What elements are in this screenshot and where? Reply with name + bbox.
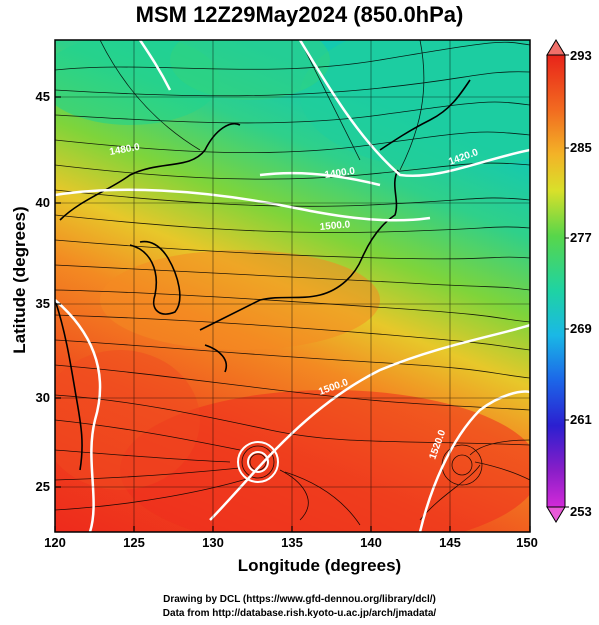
colorbar-tick-label: 293 — [570, 48, 592, 63]
credit-drawing: Drawing by DCL (https://www.gfd-dennou.o… — [163, 594, 436, 605]
colorbar-tick-label: 269 — [570, 321, 592, 336]
colorbar-tick-label: 261 — [570, 412, 592, 427]
y-tick-label: 35 — [35, 296, 50, 311]
contour-label: 1480.0 — [109, 142, 141, 158]
colorbar-tick-label: 253 — [570, 504, 592, 519]
y-tick-label: 40 — [35, 195, 50, 210]
height-contours — [55, 40, 530, 532]
colorbar-bottom-arrow — [546, 506, 566, 523]
colorbar — [546, 39, 569, 523]
y-tick-label: 45 — [35, 89, 50, 104]
contour-label: 1400.0 — [324, 166, 356, 181]
axis-ticks — [54, 96, 531, 532]
x-tick-label: 120 — [44, 535, 66, 550]
x-axis-label: Longitude (degrees) — [237, 556, 402, 575]
contour-label: 1500.0 — [319, 219, 351, 233]
x-tick-label: 125 — [123, 535, 145, 550]
lat-lon-grid — [55, 40, 530, 532]
y-tick-label: 25 — [35, 479, 50, 494]
colorbar-tick-label: 277 — [570, 230, 592, 245]
x-tick-label: 135 — [281, 535, 303, 550]
colorbar-top-arrow — [546, 39, 566, 56]
credit-data: Data from http://database.rish.kyoto-u.a… — [162, 608, 437, 619]
contour-label-group: 1400.0 1420.0 1500.0 1500.0 1520.0 1480.… — [109, 142, 481, 461]
temperature-field — [55, 40, 530, 532]
coastlines — [55, 79, 471, 471]
x-tick-label: 130 — [202, 535, 224, 550]
map-title: MSM 12Z29May2024 (850.0hPa) — [135, 2, 464, 27]
x-tick-label: 150 — [516, 535, 538, 550]
y-tick-label: 30 — [35, 390, 50, 405]
x-tick-label: 145 — [439, 535, 461, 550]
x-tick-label: 140 — [360, 535, 382, 550]
colorbar-tick-label: 285 — [570, 140, 592, 155]
y-axis-label: Latitude (degrees) — [10, 206, 29, 354]
